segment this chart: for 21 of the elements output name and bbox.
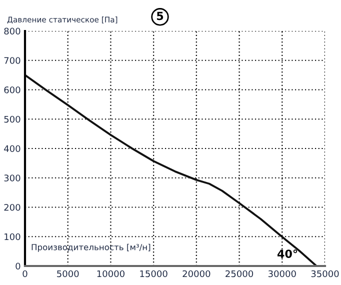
y-tick-label: 400: [4, 145, 20, 152]
x-tick-label: 35000: [311, 270, 339, 278]
y-tick-label: 700: [4, 57, 20, 64]
y-tick-label: 0: [16, 262, 20, 270]
x-tick-label: 10000: [97, 270, 124, 278]
x-tick-label: 30000: [268, 270, 296, 278]
line-series: [25, 74, 318, 266]
x-tick-label: 5000: [57, 270, 79, 278]
x-tick-label: 25000: [226, 270, 254, 278]
y-tick-label: 300: [4, 174, 20, 182]
x-tick-label: 0: [22, 270, 28, 278]
x-tick-label: 15000: [140, 270, 168, 278]
y-tick-label: 100: [4, 233, 20, 240]
y-tick-label: 600: [4, 86, 20, 94]
y-tick-label: 200: [4, 204, 20, 211]
annotation: 40°: [278, 249, 298, 258]
y-tick-label: 800: [4, 28, 20, 35]
x-axis-title: Производительность [м³/н]: [32, 244, 150, 252]
x-tick-label: 20000: [182, 270, 210, 278]
y-tick-label: 500: [4, 116, 20, 123]
text: 5: [156, 12, 164, 20]
